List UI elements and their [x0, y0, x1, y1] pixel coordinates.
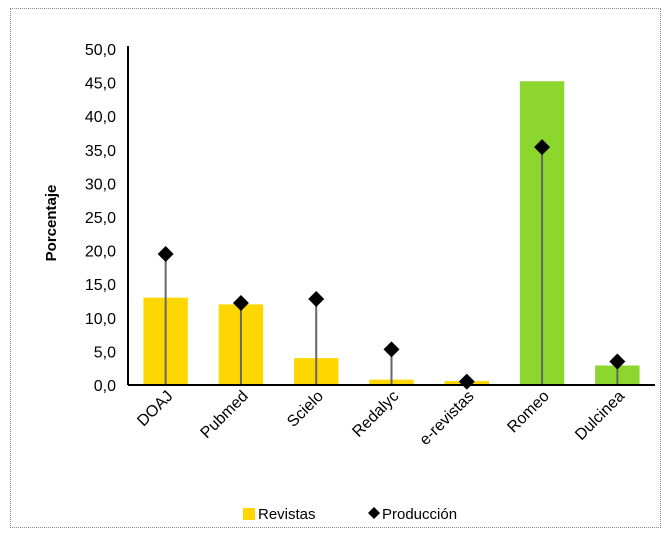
y-tick-label: 5,0 — [94, 344, 116, 361]
y-tick-label: 50,0 — [85, 42, 116, 59]
y-tick-label: 45,0 — [85, 76, 116, 93]
y-tick-label: 10,0 — [85, 311, 116, 328]
x-tick-label: e-revistas — [417, 388, 478, 449]
x-tick-label: Redalyc — [349, 388, 402, 441]
y-tick-label: 35,0 — [85, 143, 116, 160]
y-tick-label: 15,0 — [85, 277, 116, 294]
marker-pubmed — [232, 295, 249, 312]
legend-produccion-label: Producción — [382, 506, 457, 523]
legend-produccion-marker — [368, 507, 380, 519]
y-tick-label: 25,0 — [85, 210, 116, 227]
x-tick-label: Dulcinea — [572, 388, 628, 444]
y-tick-label: 30,0 — [85, 176, 116, 193]
chart-frame — [10, 8, 661, 528]
marker-doaj — [157, 245, 174, 262]
legend-revistas-swatch — [243, 508, 255, 520]
marker-redalyc — [383, 341, 400, 358]
x-tick-label: Romeo — [504, 388, 553, 437]
y-axis-ticks: 0,0 5,0 10,0 15,0 20,0 25,0 30,0 35,0 40,0 45,0 50… — [85, 42, 116, 395]
x-tick-label: Scielo — [284, 388, 327, 431]
marker-scielo — [308, 290, 325, 307]
marker-e-revistas — [458, 373, 475, 390]
marker-romeo — [534, 139, 551, 156]
x-axis-ticks: DOAJ Pubmed Scielo Redalyc e-revistas Romeo Du… — [134, 388, 628, 449]
y-tick-label: 40,0 — [85, 109, 116, 126]
x-tick-label: Pubmed — [198, 388, 252, 442]
y-tick-label: 0,0 — [94, 378, 116, 395]
y-axis-title: Porcentaje — [43, 185, 60, 262]
y-tick-label: 20,0 — [85, 244, 116, 261]
bars — [143, 81, 640, 386]
legend-revistas-label: Revistas — [258, 506, 316, 523]
legend: Revistas Producción — [243, 506, 457, 523]
x-tick-label: DOAJ — [134, 388, 176, 430]
marker-dulcinea — [609, 353, 626, 370]
